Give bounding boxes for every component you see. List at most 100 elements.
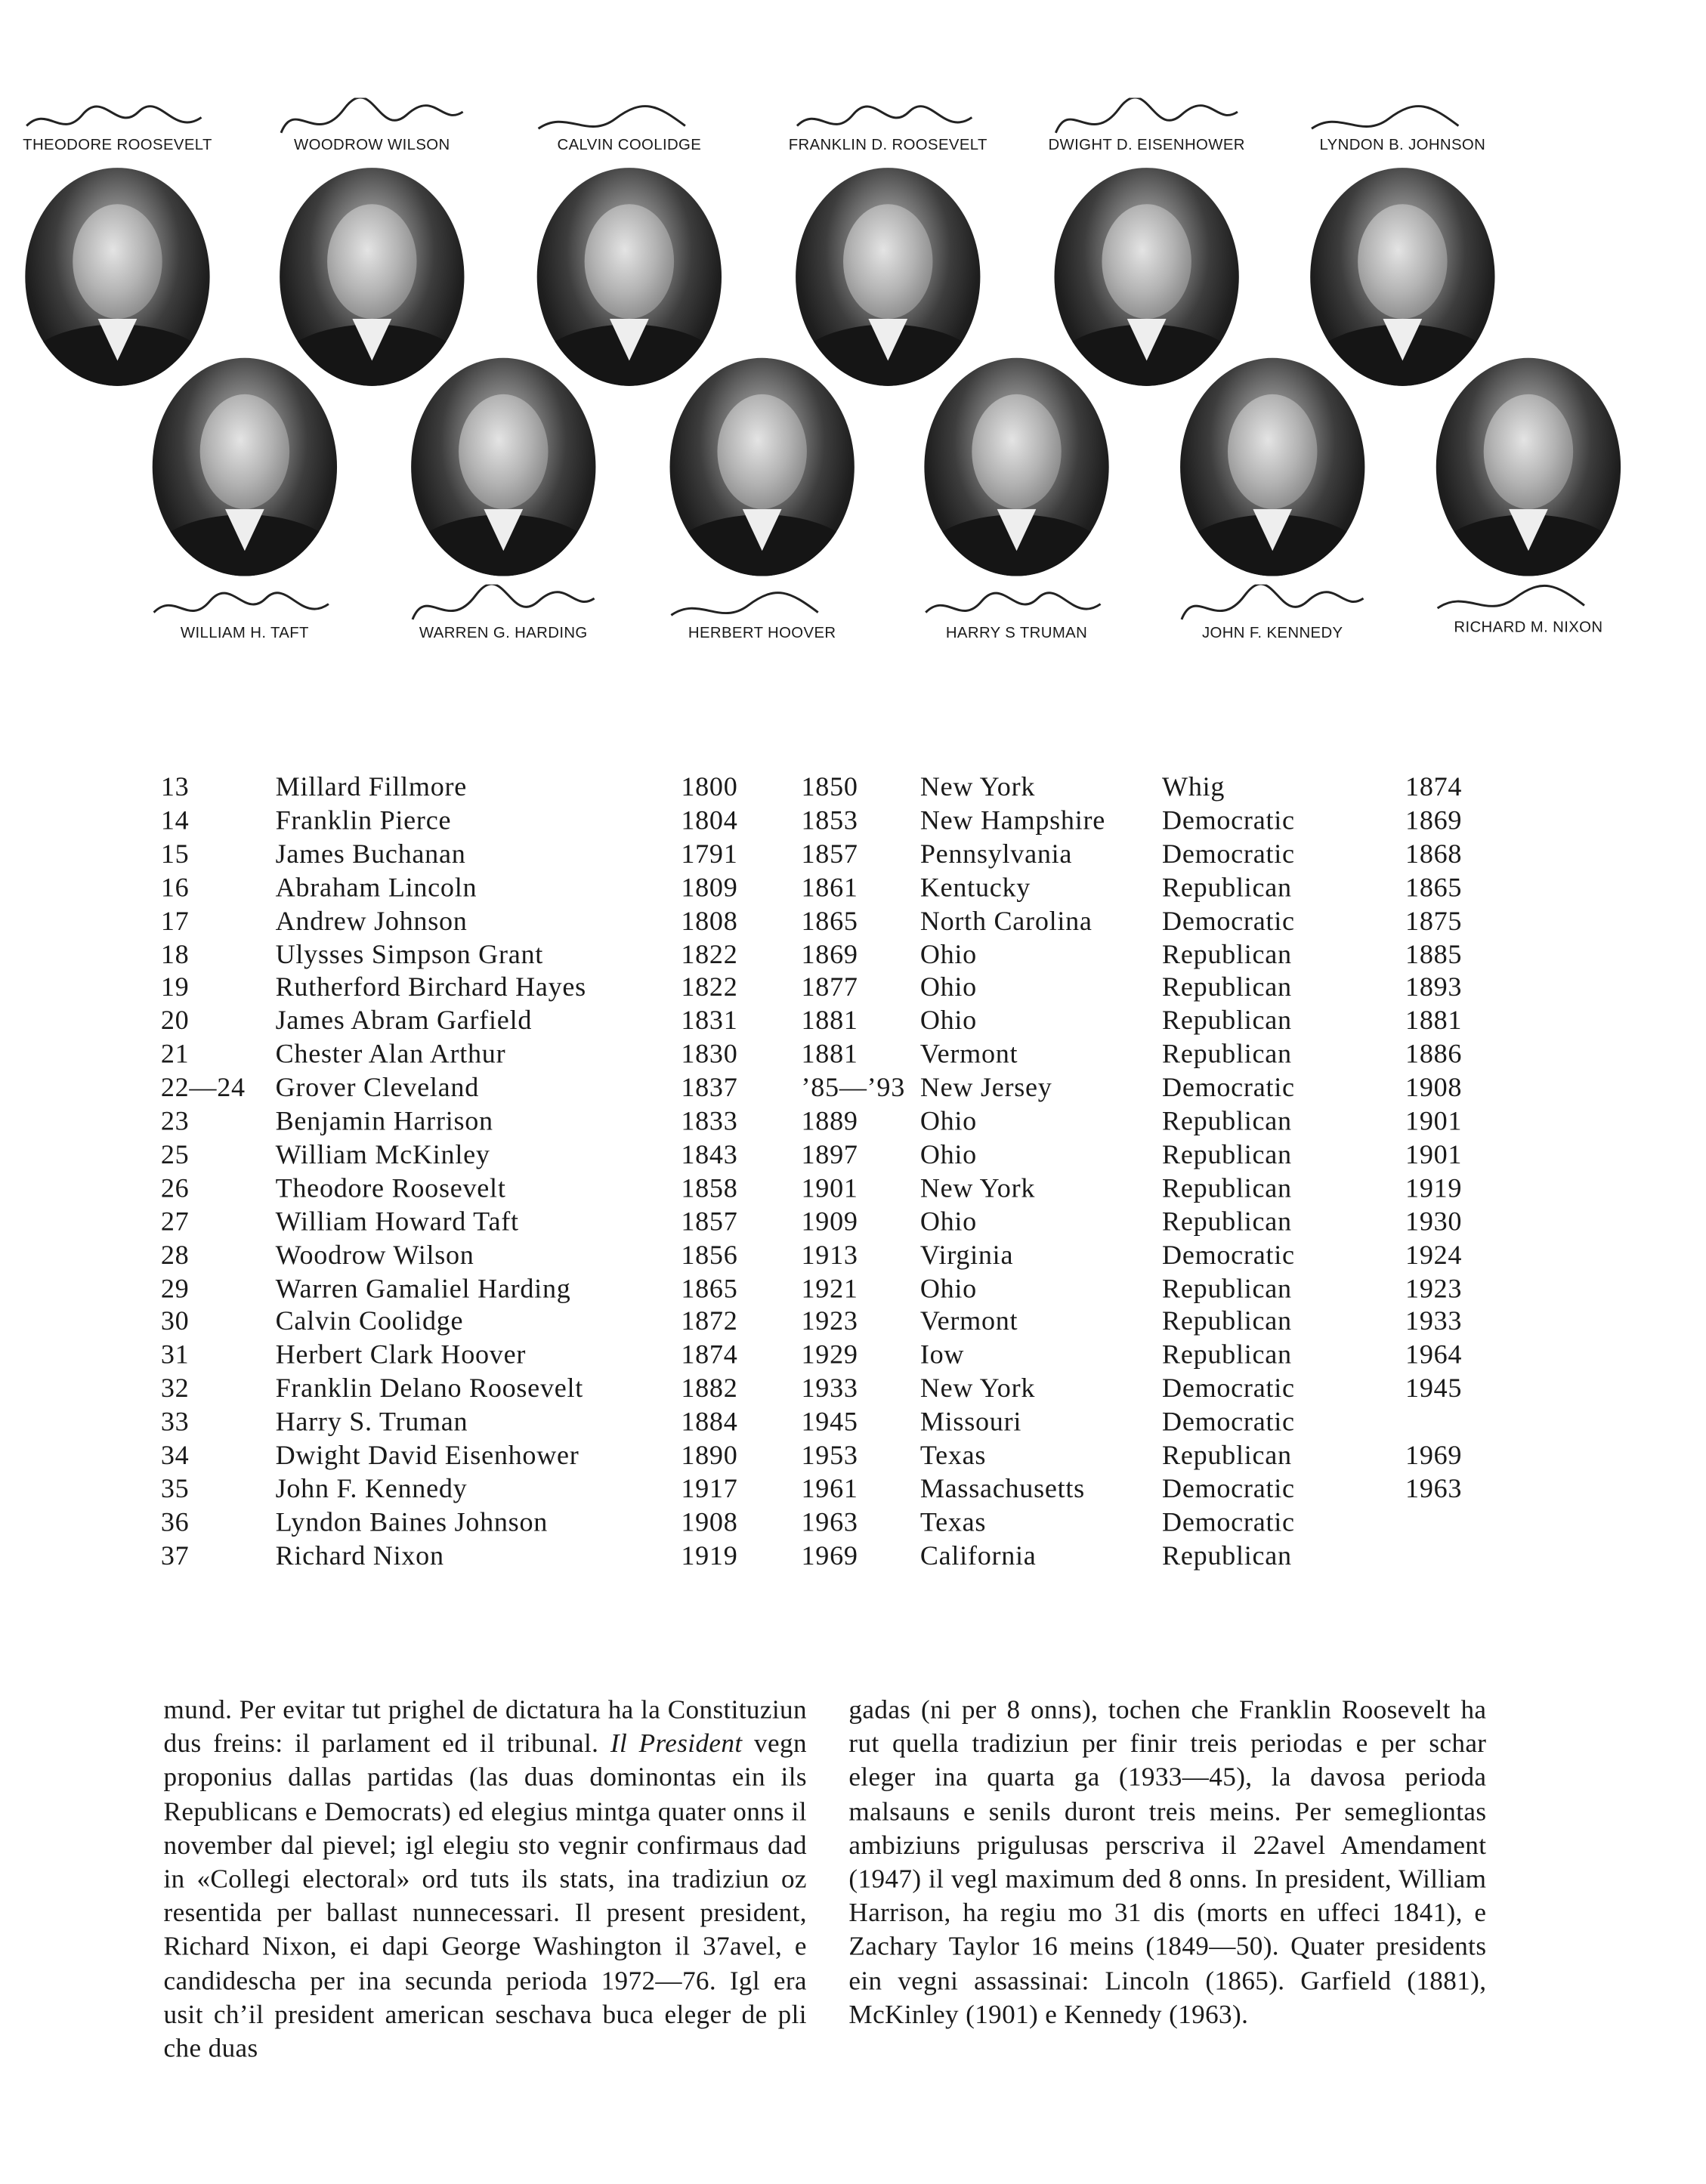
home-state: Texas	[919, 1441, 987, 1472]
president-name: Chester Alan Arthur	[275, 1040, 506, 1070]
portrait-photo	[536, 168, 722, 386]
table-row: 22—24 Grover Cleveland 1837 ’85—’93 New Jers…	[0, 1074, 1706, 1107]
president-name: James Buchanan	[275, 839, 466, 870]
death-year: 1875	[1405, 907, 1463, 937]
birth-year: 1830	[681, 1040, 738, 1070]
home-state: Pennsylvania	[919, 839, 1073, 870]
party: Democratic	[1162, 1508, 1295, 1538]
president-name: Woodrow Wilson	[275, 1240, 474, 1271]
term-start: 1945	[801, 1407, 858, 1438]
home-state: Missouri	[919, 1407, 1022, 1438]
paragraph: mund. Per evitar tut prighel de dictatur…	[164, 1694, 807, 2067]
portrait-photo	[25, 168, 210, 386]
president-name: Grover Cleveland	[275, 1073, 480, 1104]
party: Republican	[1162, 1207, 1292, 1237]
home-state: Ohio	[919, 1007, 977, 1036]
signature	[411, 584, 595, 620]
home-state: Iow	[919, 1341, 965, 1371]
term-start: 1857	[801, 839, 858, 870]
party: Republican	[1162, 973, 1292, 1003]
term-number: 33	[160, 1407, 190, 1438]
text-column-right: gadas (ni per 8 onns), tochen che Frankl…	[848, 1694, 1486, 2033]
home-state: Ohio	[919, 1141, 977, 1170]
term-number: 27	[160, 1207, 190, 1237]
table-row: 16 Abraham Lincoln 1809 1861 Kentucky Republi…	[0, 873, 1706, 907]
president-name: John F. Kennedy	[275, 1475, 468, 1505]
portrait-photo	[280, 168, 465, 386]
president-name: Benjamin Harrison	[275, 1107, 493, 1137]
term-start: ’85—’93	[801, 1073, 906, 1104]
party: Democratic	[1162, 1407, 1295, 1438]
term-start: 1869	[801, 940, 858, 970]
home-state: North Carolina	[919, 907, 1093, 937]
portrait-caption: THEODORE ROOSEVELT	[23, 137, 212, 154]
home-state: New Jersey	[919, 1073, 1052, 1104]
party: Republican	[1162, 1174, 1292, 1204]
home-state: Vermont	[919, 1308, 1018, 1338]
home-state: Kentucky	[919, 873, 1031, 904]
president-name: Richard Nixon	[275, 1541, 444, 1571]
table-row: 32 Franklin Delano Roosevelt 1882 1933 New Y…	[0, 1375, 1706, 1408]
table-row: 14 Franklin Pierce 1804 1853 New Hampshire De…	[0, 807, 1706, 840]
term-start: 1909	[801, 1207, 858, 1237]
home-state: Ohio	[919, 940, 977, 970]
term-number: 32	[160, 1374, 190, 1404]
table-row: 37 Richard Nixon 1919 1969 California Republi…	[0, 1542, 1706, 1575]
president-name: Millard Fillmore	[275, 773, 468, 803]
birth-year: 1857	[681, 1207, 738, 1237]
death-year: 1881	[1405, 1007, 1463, 1036]
party: Republican	[1162, 1141, 1292, 1170]
party: Democratic	[1162, 839, 1295, 870]
italic-term: Il President	[610, 1729, 743, 1759]
term-start: 1963	[801, 1508, 858, 1538]
president-name: Theodore Roosevelt	[275, 1174, 506, 1204]
table-row: 26 Theodore Roosevelt 1858 1901 New York Repu…	[0, 1174, 1706, 1207]
portrait-photo	[1054, 168, 1239, 386]
party: Democratic	[1162, 907, 1295, 937]
table-row: 31 Herbert Clark Hoover 1874 1929 Iow Republi…	[0, 1341, 1706, 1374]
birth-year: 1856	[681, 1240, 738, 1271]
party: Republican	[1162, 1007, 1292, 1036]
portrait-caption: RICHARD M. NIXON	[1454, 619, 1603, 637]
party: Republican	[1162, 1441, 1292, 1472]
death-year: 1874	[1405, 773, 1463, 803]
home-state: Ohio	[919, 1107, 977, 1137]
term-number: 36	[160, 1508, 190, 1538]
birth-year: 1882	[681, 1374, 738, 1404]
term-start: 1865	[801, 907, 858, 937]
birth-year: 1833	[681, 1107, 738, 1137]
term-number: 14	[160, 806, 190, 836]
party: Whig	[1162, 773, 1225, 803]
portrait-caption: WILLIAM H. TAFT	[180, 625, 309, 642]
text-column-left: mund. Per evitar tut prighel de dictatur…	[164, 1694, 807, 2067]
death-year: 1964	[1405, 1341, 1463, 1371]
home-state: Ohio	[919, 1207, 977, 1237]
death-year: 1923	[1405, 1274, 1463, 1304]
portrait-photo	[1436, 357, 1621, 576]
birth-year: 1822	[681, 973, 738, 1003]
birth-year: 1843	[681, 1141, 738, 1170]
death-year: 1924	[1405, 1240, 1463, 1271]
president-name: Abraham Lincoln	[275, 873, 477, 904]
term-start: 1953	[801, 1441, 858, 1472]
death-year: 1893	[1405, 973, 1463, 1003]
signature	[280, 97, 464, 134]
term-start: 1901	[801, 1174, 858, 1204]
birth-year: 1919	[681, 1541, 738, 1571]
signature	[670, 592, 819, 616]
term-start: 1961	[801, 1475, 858, 1505]
home-state: Texas	[919, 1508, 987, 1538]
birth-year: 1908	[681, 1508, 738, 1538]
party: Republican	[1162, 1541, 1292, 1571]
term-number: 30	[160, 1308, 190, 1338]
home-state: Massachusetts	[919, 1475, 1085, 1505]
signature	[796, 105, 973, 127]
president-name: James Abram Garfield	[275, 1007, 533, 1036]
text-run: vegn proponius dallas partidas (las duas…	[163, 1729, 807, 2064]
birth-year: 1808	[681, 907, 738, 937]
term-number: 13	[160, 773, 190, 803]
death-year: 1865	[1405, 873, 1463, 904]
text-run: mund. Per evitar tut prighel de dictatur…	[163, 1696, 807, 1759]
president-name: Rutherford Birchard Hayes	[275, 973, 586, 1003]
